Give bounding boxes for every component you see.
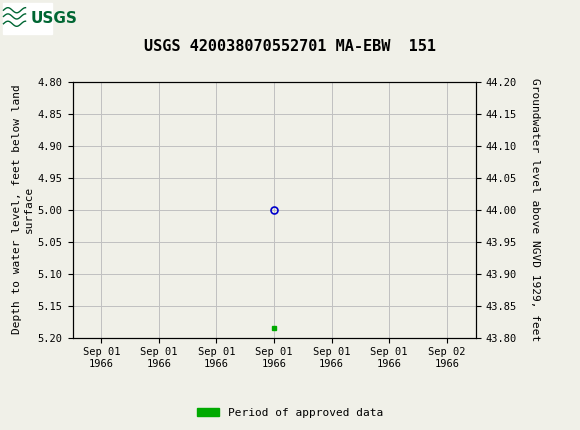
Text: USGS 420038070552701 MA-EBW  151: USGS 420038070552701 MA-EBW 151 — [144, 39, 436, 54]
Text: USGS: USGS — [31, 11, 78, 26]
Legend: Period of approved data: Period of approved data — [193, 403, 387, 422]
Y-axis label: Depth to water level, feet below land
surface: Depth to water level, feet below land su… — [12, 85, 34, 335]
FancyBboxPatch shape — [3, 3, 52, 34]
Y-axis label: Groundwater level above NGVD 1929, feet: Groundwater level above NGVD 1929, feet — [531, 78, 541, 341]
